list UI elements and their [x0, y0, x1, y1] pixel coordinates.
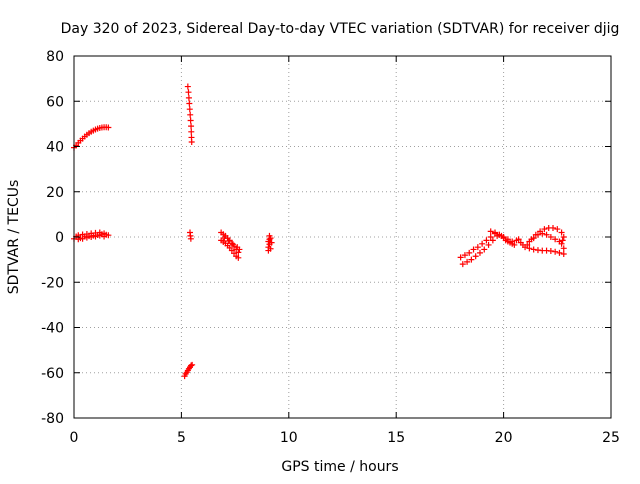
data-point: [515, 236, 522, 243]
data-point: [504, 236, 511, 243]
data-point: [105, 232, 112, 239]
y-tick-label: -40: [41, 321, 64, 337]
data-point: [560, 250, 567, 257]
data-point: [496, 231, 503, 238]
y-axis-label: SDTVAR / TECUs: [6, 180, 22, 295]
data-point: [547, 248, 554, 255]
data-point: [554, 226, 561, 233]
data-point: [479, 240, 486, 247]
y-tick-label: -60: [41, 366, 64, 382]
data-point: [184, 83, 191, 90]
data-point: [487, 228, 494, 235]
data-point: [235, 249, 242, 256]
data-point: [556, 249, 563, 256]
data-point: [481, 246, 488, 253]
x-tick-label: 5: [177, 430, 186, 446]
data-point: [560, 234, 567, 240]
data-point: [487, 234, 494, 240]
data-point: [187, 235, 194, 242]
data-point: [550, 224, 557, 231]
x-tick-label: 15: [387, 430, 405, 446]
x-tick-label: 20: [495, 430, 513, 446]
data-point: [229, 241, 236, 248]
data-point: [187, 117, 194, 124]
data-point: [267, 245, 274, 252]
data-point: [489, 237, 496, 244]
grid: [74, 56, 611, 418]
data-point: [530, 235, 537, 242]
data-point: [476, 249, 483, 256]
data-point: [547, 234, 554, 240]
y-tick-label: 60: [46, 94, 64, 110]
data-point: [485, 241, 492, 248]
data-point: [461, 252, 468, 259]
data-point: [500, 234, 507, 240]
data-point: [552, 236, 559, 243]
data-point: [188, 123, 195, 130]
axis-ticks: 0 5 10 15 20 25 -80 -60 -40 -20 0 20 40 60 80: [41, 49, 620, 446]
y-tick-label: 20: [46, 185, 64, 201]
y-tick-label: -80: [41, 411, 64, 427]
data-point: [472, 253, 479, 260]
data-point: [530, 246, 537, 253]
data-point: [189, 361, 196, 368]
data-point: [509, 238, 516, 245]
data-point: [559, 237, 566, 244]
data-point: [464, 258, 471, 265]
data-point: [541, 226, 548, 233]
data-point: [468, 256, 475, 263]
x-tick-label: 10: [280, 430, 298, 446]
data-point: [511, 241, 518, 248]
data-point: [267, 235, 274, 242]
data-point: [539, 230, 546, 237]
data-point: [221, 235, 228, 242]
x-axis-label: GPS time / hours: [281, 459, 398, 475]
data-point: [470, 246, 477, 253]
y-tick-label: 40: [46, 140, 64, 156]
data-point: [526, 245, 533, 252]
data-point: [483, 237, 490, 244]
y-tick-label: -20: [41, 275, 64, 291]
data-point: [92, 233, 99, 240]
data-point: [185, 94, 192, 101]
data-point: [101, 233, 108, 240]
data-point: [474, 244, 481, 251]
x-tick-label: 0: [70, 430, 79, 446]
data-point: [492, 229, 499, 236]
data-point: [524, 241, 531, 248]
data-point: [188, 128, 195, 135]
data-point: [268, 239, 275, 246]
data-point: [187, 111, 194, 118]
data-point: [459, 261, 466, 268]
data-point: [185, 89, 192, 96]
data-point: [552, 248, 559, 255]
data-point: [186, 106, 193, 113]
y-tick-label: 80: [46, 49, 64, 65]
data-point: [79, 235, 86, 242]
data-point: [235, 254, 242, 261]
chart-title: Day 320 of 2023, Sidereal Day-to-day VTE…: [61, 21, 620, 37]
data-point: [186, 100, 193, 107]
data-point: [534, 231, 541, 238]
data-point: [558, 229, 565, 236]
data-point: [466, 249, 473, 256]
data-point: [105, 124, 112, 131]
data-point: [543, 231, 550, 238]
y-tick-label: 0: [55, 230, 64, 246]
data-point: [225, 238, 232, 245]
data-point: [96, 232, 103, 239]
data-point: [83, 234, 90, 241]
x-tick-label: 25: [602, 430, 620, 446]
data-point: [526, 238, 533, 245]
data-point: [188, 362, 195, 369]
data-point: [457, 254, 464, 261]
data-point: [188, 138, 195, 145]
data-points: [71, 83, 567, 380]
data-point: [558, 240, 565, 247]
data-point: [560, 245, 567, 252]
data-point: [236, 246, 243, 253]
